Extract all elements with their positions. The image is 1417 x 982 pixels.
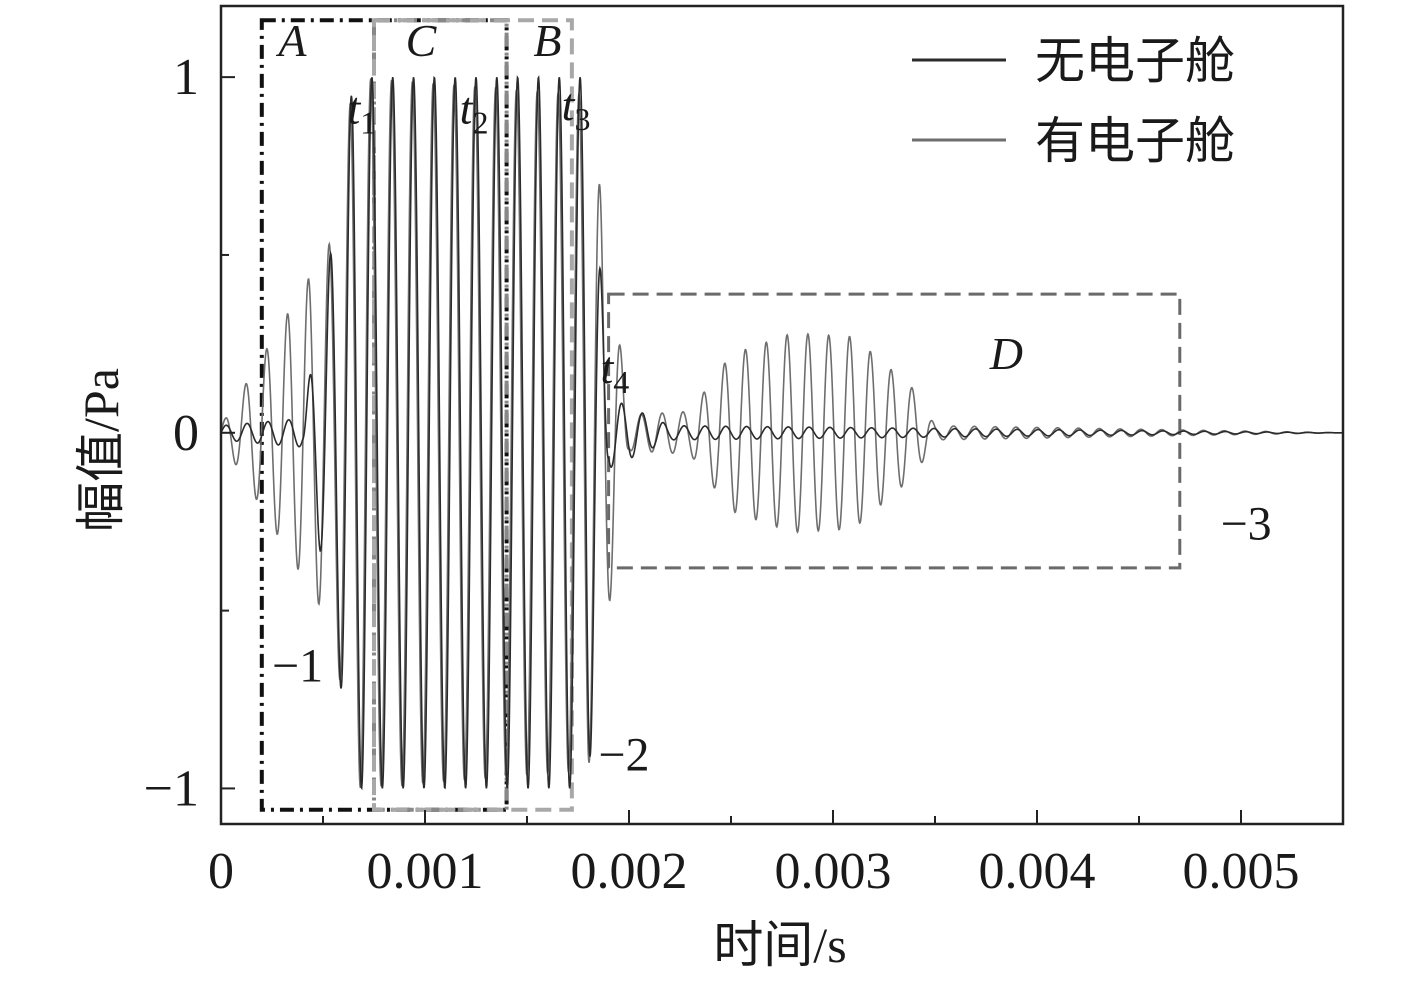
x-tick-label: 0.001 — [367, 843, 484, 900]
x-tick-label: 0 — [208, 843, 234, 900]
x-tick-label: 0.002 — [571, 843, 688, 900]
region-label: A — [275, 15, 307, 66]
region-box — [372, 18, 574, 812]
legend: 无电子舱 有电子舱 — [912, 33, 1235, 169]
plot-frame — [219, 4, 1345, 826]
y-tick-label: 1 — [173, 49, 199, 106]
region-box — [607, 292, 1182, 570]
y-tick-label: 0 — [173, 405, 199, 462]
axis-ticks: 0 0.001 0.002 0.003 0.004 0.005−101 — [144, 49, 1300, 900]
x-tick-label: 0.004 — [979, 843, 1096, 900]
x-axis-title: 时间/s — [713, 917, 846, 973]
series-layer — [220, 74, 1344, 791]
region-number: −3 — [1221, 497, 1272, 550]
time-marker: t3 — [562, 79, 591, 137]
annotation-regions: A C B D — [259, 15, 1182, 812]
region-label: B — [533, 15, 561, 66]
region-number: −2 — [598, 729, 649, 782]
region-number: −1 — [272, 640, 323, 693]
x-tick-label: 0.005 — [1183, 843, 1300, 900]
y-axis-title: 幅值/Pa — [73, 368, 129, 532]
series-line — [220, 74, 1344, 791]
region-label: C — [406, 15, 438, 66]
region-label: D — [989, 328, 1023, 379]
time-marker: t4 — [600, 342, 629, 400]
legend-label-with-cabin: 有电子舱 — [1035, 113, 1235, 169]
x-tick-label: 0.003 — [775, 843, 892, 900]
legend-label-no-cabin: 无电子舱 — [1035, 33, 1235, 89]
y-tick-label: −1 — [144, 760, 199, 817]
